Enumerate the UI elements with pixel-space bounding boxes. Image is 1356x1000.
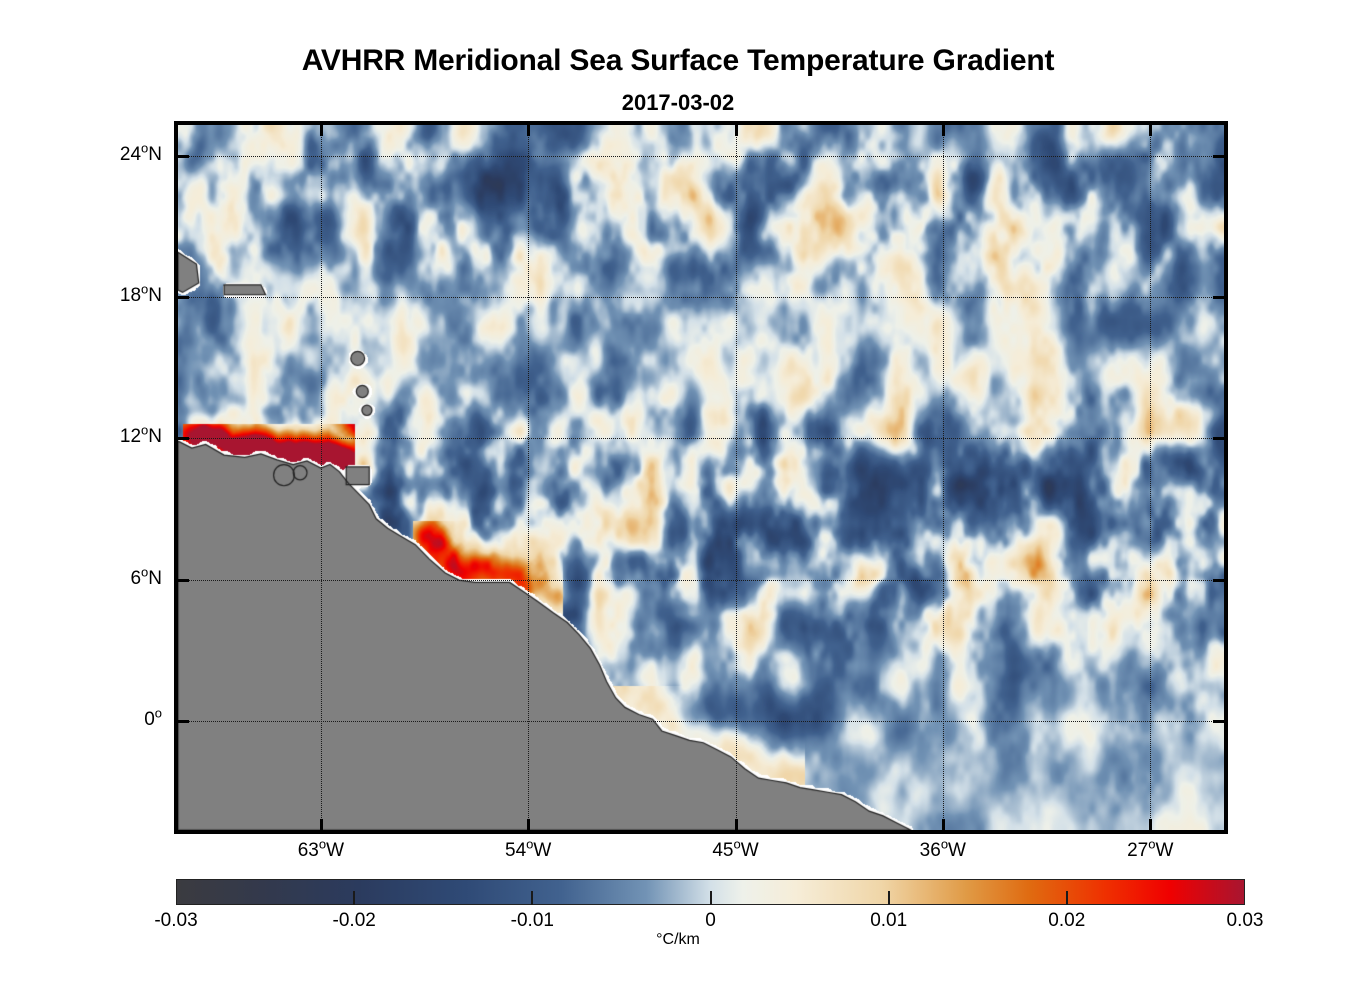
y-axis-tick-label: 18oN <box>119 281 162 307</box>
colorbar-tick-label: -0.01 <box>510 910 554 931</box>
y-axis-tick-label: 24oN <box>119 140 162 165</box>
colorbar[interactable] <box>176 879 1245 905</box>
y-axis-tick-label: 0o <box>144 705 162 731</box>
colorbar-tick-label: -0.03 <box>154 910 198 931</box>
y-axis-tick-label: 6oN <box>130 564 162 589</box>
page-title: AVHRR Meridional Sea Surface Temperature… <box>301 44 1055 77</box>
colorbar-tick-label: 0.02 <box>1048 910 1086 931</box>
y-axis-tick-label: 12oN <box>119 423 162 448</box>
x-axis-tick-label: 54oW <box>505 836 552 861</box>
x-axis-tick-label: 63oW <box>297 836 345 861</box>
x-axis-tick-label: 36oW <box>919 836 966 861</box>
colorbar-tick-label: 0.03 <box>1226 910 1264 931</box>
colorbar-tick-label: -0.02 <box>332 910 376 931</box>
x-axis-tick-label: 27oW <box>1127 836 1174 861</box>
chart-subtitle: 2017-03-02 <box>621 90 735 115</box>
sst-gradient-heatmap <box>178 125 1224 830</box>
colorbar-unit-label: °C/km <box>656 931 700 948</box>
colorbar-tick-label: 0 <box>705 910 716 931</box>
map-plot-area[interactable] <box>174 121 1228 834</box>
colorbar-tick-label: 0.01 <box>870 910 908 931</box>
x-axis-tick-label: 45oW <box>712 836 759 861</box>
